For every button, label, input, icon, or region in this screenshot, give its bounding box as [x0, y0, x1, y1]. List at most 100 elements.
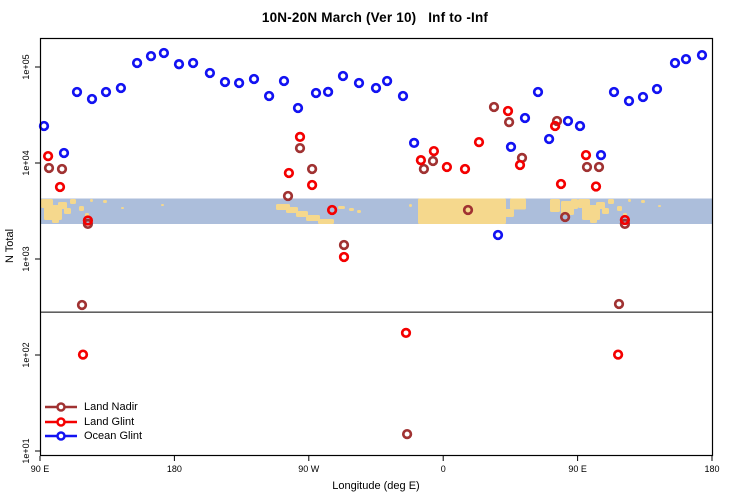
- data-point-ocean-glint: [86, 93, 98, 105]
- data-point-land-nadir: [294, 142, 306, 154]
- land-glint-marker-icon: [45, 417, 77, 427]
- legend-label-land-nadir: Land Nadir: [84, 401, 138, 414]
- x-tick-label: 90 W: [298, 464, 320, 474]
- data-point-ocean-glint: [278, 75, 290, 87]
- map-band-land: [286, 207, 298, 213]
- map-band-land: [617, 206, 622, 211]
- data-point-land-nadir: [613, 298, 625, 310]
- legend-label-land-glint: Land Glint: [84, 415, 135, 428]
- data-point-land-glint: [428, 145, 440, 157]
- x-tick-label: 180: [704, 464, 719, 474]
- map-band-land: [64, 208, 71, 214]
- map-band-land: [318, 219, 334, 224]
- data-point-land-nadir: [503, 116, 515, 128]
- x-tick-label: 90 E: [31, 464, 50, 474]
- data-point-ocean-glint: [696, 49, 708, 61]
- data-point-land-glint: [283, 167, 295, 179]
- data-point-ocean-glint: [58, 147, 70, 159]
- legend-circle: [56, 417, 66, 427]
- data-point-ocean-glint: [337, 70, 349, 82]
- legend-item-land-glint: Land Glint: [44, 415, 142, 430]
- map-band-land: [103, 200, 107, 203]
- data-point-ocean-glint: [519, 112, 531, 124]
- data-point-ocean-glint: [623, 95, 635, 107]
- data-point-ocean-glint: [158, 47, 170, 59]
- data-point-land-glint: [473, 136, 485, 148]
- y-tick-label: 1e+04: [21, 150, 31, 175]
- data-point-land-glint: [42, 150, 54, 162]
- data-point-land-glint: [306, 179, 318, 191]
- legend-circle: [56, 431, 66, 441]
- data-point-land-glint: [514, 159, 526, 171]
- data-point-ocean-glint: [233, 77, 245, 89]
- data-point-ocean-glint: [408, 137, 420, 149]
- map-band-land: [58, 202, 67, 209]
- x-axis-label: Longitude (deg E): [332, 480, 419, 492]
- data-point-land-glint: [580, 149, 592, 161]
- y-tick-label: 1e+03: [21, 246, 31, 271]
- data-point-land-nadir: [56, 163, 68, 175]
- data-point-ocean-glint: [173, 59, 185, 70]
- data-point-land-glint: [294, 131, 306, 143]
- map-band-land: [550, 199, 560, 212]
- data-point-ocean-glint: [100, 86, 112, 98]
- data-point-land-glint: [549, 120, 561, 132]
- data-point-ocean-glint: [115, 82, 127, 94]
- data-point-ocean-glint: [38, 120, 50, 132]
- data-point-land-glint: [441, 161, 453, 173]
- chart-title: 10N-20N March (Ver 10) Inf to -Inf: [261, 10, 489, 25]
- data-point-land-nadir: [619, 218, 631, 230]
- map-band-land: [602, 208, 609, 214]
- legend-circle: [56, 402, 66, 412]
- data-point-land-glint: [415, 155, 427, 166]
- data-point-land-glint: [590, 181, 602, 192]
- data-point-ocean-glint: [543, 133, 555, 145]
- data-point-ocean-glint: [505, 141, 517, 153]
- map-band-land: [510, 198, 526, 210]
- map-band-land: [90, 199, 93, 202]
- map-band-land: [641, 200, 645, 203]
- data-point-ocean-glint: [292, 102, 304, 114]
- data-point-land-nadir: [593, 161, 605, 173]
- data-point-ocean-glint: [353, 77, 365, 89]
- data-point-ocean-glint: [187, 57, 199, 69]
- map-band-land: [70, 199, 76, 204]
- data-point-ocean-glint: [248, 73, 260, 85]
- x-tick-label: 0: [441, 464, 446, 474]
- data-point-land-glint: [326, 204, 338, 216]
- y-tick-label: 1e+05: [21, 54, 31, 79]
- data-point-land-glint: [82, 215, 94, 226]
- map-band-land: [306, 215, 320, 221]
- data-point-ocean-glint: [131, 57, 143, 69]
- map-band-land: [596, 202, 605, 209]
- data-point-ocean-glint: [562, 115, 574, 127]
- legend: Land Nadir Land Glint Ocean Glint: [44, 400, 142, 444]
- data-point-land-nadir: [559, 211, 571, 223]
- map-band-land: [357, 210, 361, 213]
- x-tick-label: 90 E: [568, 464, 587, 474]
- y-tick-label: 1e+01: [21, 438, 31, 463]
- data-point-land-nadir: [427, 155, 439, 167]
- legend-label-ocean-glint: Ocean Glint: [84, 430, 143, 443]
- legend-item-land-nadir: Land Nadir: [44, 400, 142, 415]
- map-band-land: [418, 198, 506, 224]
- data-point-ocean-glint: [680, 53, 692, 65]
- map-band-land: [582, 205, 600, 220]
- map-band-land: [338, 206, 345, 209]
- data-point-land-nadir: [551, 115, 563, 127]
- data-point-land-glint: [459, 163, 471, 175]
- map-band-land: [590, 217, 597, 223]
- data-point-land-nadir: [43, 162, 55, 174]
- map-band-land: [52, 217, 59, 223]
- map-band-land: [571, 199, 578, 209]
- map-band-land: [561, 201, 574, 215]
- data-point-ocean-glint: [397, 90, 409, 102]
- data-point-land-nadir: [401, 428, 413, 440]
- map-band-land: [608, 199, 614, 204]
- data-point-land-nadir: [488, 101, 500, 113]
- data-point-land-glint: [555, 178, 567, 190]
- data-point-ocean-glint: [574, 120, 586, 132]
- data-point-land-glint: [619, 214, 631, 226]
